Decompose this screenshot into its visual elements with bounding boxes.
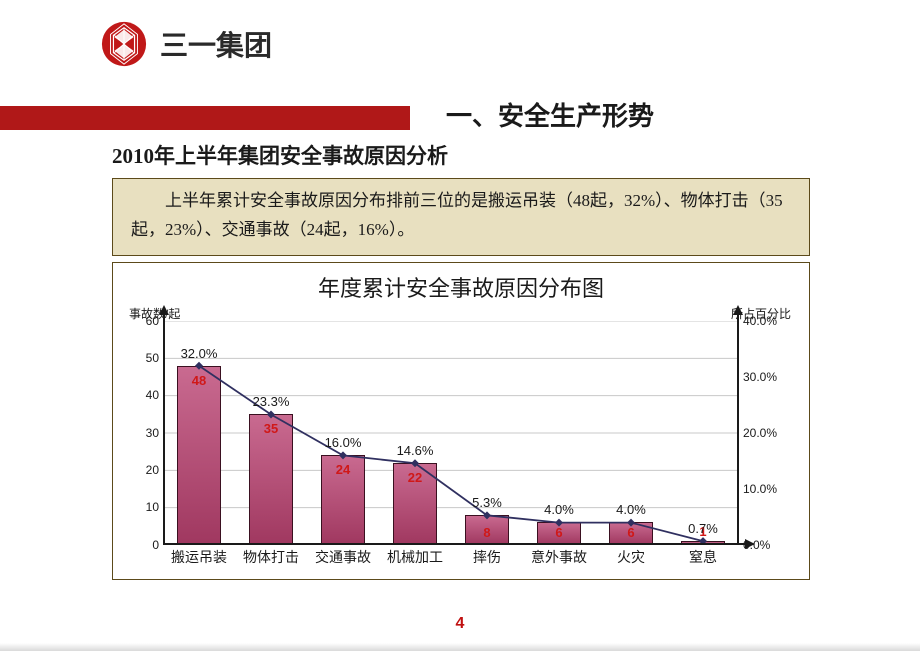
y-left-tick: 10	[133, 500, 159, 514]
pct-label: 4.0%	[544, 502, 574, 517]
pct-label: 4.0%	[616, 502, 646, 517]
x-category-label: 摔伤	[473, 547, 501, 567]
x-axis-line	[163, 543, 749, 545]
x-category-label: 机械加工	[387, 547, 443, 567]
label-layer: 搬运吊装物体打击交通事故机械加工摔伤意外事故火灾窒息32.0%23.3%16.0…	[163, 321, 739, 545]
header-red-bar	[0, 106, 410, 130]
y-left-arrow-icon	[159, 305, 169, 315]
pct-label: 14.6%	[397, 443, 434, 458]
x-category-label: 窒息	[689, 547, 717, 567]
y-left-tick: 50	[133, 351, 159, 365]
y-right-tick: 30.0%	[743, 370, 789, 384]
section-header: 一、安全生产形势	[446, 96, 654, 133]
y-right-arrow-icon	[733, 305, 743, 315]
page-number: 4	[456, 615, 465, 633]
x-category-label: 交通事故	[315, 547, 371, 567]
company-name: 三一集团	[160, 24, 272, 64]
slide-header: 三一集团	[0, 0, 920, 90]
x-category-label: 意外事故	[531, 547, 587, 567]
y-right-tick: 0.0%	[743, 538, 789, 552]
chart-title: 年度累计安全事故原因分布图	[123, 271, 799, 303]
pct-label: 32.0%	[181, 346, 218, 361]
slide: 三一集团 一、安全生产形势 2010年上半年集团安全事故原因分析 上半年累计安全…	[0, 0, 920, 651]
x-category-label: 火灾	[617, 547, 645, 567]
y-right-tick: 10.0%	[743, 482, 789, 496]
x-category-label: 搬运吊装	[171, 547, 227, 567]
pct-label: 0.7%	[688, 521, 718, 536]
x-category-label: 物体打击	[243, 547, 299, 567]
pct-label: 5.3%	[472, 495, 502, 510]
company-logo-icon	[100, 20, 148, 68]
pct-label: 16.0%	[325, 435, 362, 450]
y-left-tick: 30	[133, 426, 159, 440]
y-left-tick: 0	[133, 538, 159, 552]
summary-box: 上半年累计安全事故原因分布排前三位的是搬运吊装（48起，32%）、物体打击（35…	[112, 178, 810, 256]
y-left-tick: 60	[133, 314, 159, 328]
y-left-tick: 20	[133, 463, 159, 477]
y-axis-right-line	[737, 311, 739, 545]
y-right-tick: 40.0%	[743, 314, 789, 328]
plot-area: 483524228661 搬运吊装物体打击交通事故机械加工摔伤意外事故火灾窒息3…	[163, 321, 739, 545]
content-area: 2010年上半年集团安全事故原因分析 上半年累计安全事故原因分布排前三位的是搬运…	[112, 140, 810, 580]
y-right-tick: 20.0%	[743, 426, 789, 440]
slide-subtitle: 2010年上半年集团安全事故原因分析	[112, 140, 810, 170]
pct-label: 23.3%	[253, 394, 290, 409]
y-left-tick: 40	[133, 388, 159, 402]
chart-container: 年度累计安全事故原因分布图 事故数/起 所占百分比 483524228661 搬…	[112, 262, 810, 580]
y-axis-left-line	[163, 311, 165, 545]
bottom-shadow	[0, 643, 920, 651]
logo-wrap: 三一集团	[100, 20, 920, 68]
